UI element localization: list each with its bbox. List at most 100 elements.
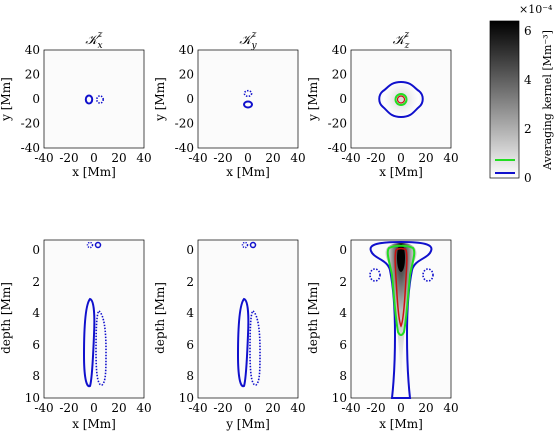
tick-label: 8 [186, 369, 194, 383]
tick-label: 40 [443, 401, 458, 415]
x-ticks: -40 -20 0 20 40 [34, 401, 151, 415]
tick-label: 0 [90, 401, 98, 415]
tick-label: 40 [332, 43, 347, 57]
tick-label: 0 [244, 401, 252, 415]
heat-core [397, 244, 405, 272]
tick-label: -40 [328, 141, 347, 155]
y-ticks: 0 2 4 6 8 10 [179, 243, 195, 405]
tick-label: -20 [21, 117, 40, 131]
x-axis-label: x [Mm] [379, 165, 423, 179]
tick-label: 6 [339, 338, 347, 352]
contour-dotted [243, 89, 253, 98]
contour-solid [249, 241, 257, 249]
contour-green [386, 244, 416, 336]
tick-label: 40 [25, 43, 40, 57]
colorbar-tick: 6 [524, 24, 532, 38]
tick-label: 20 [25, 68, 40, 82]
tick-label: 20 [265, 151, 280, 165]
tick-label: 4 [339, 306, 347, 320]
tick-label: 0 [186, 92, 194, 106]
tick-label: 8 [339, 369, 347, 383]
contour-dotted [96, 95, 105, 104]
tick-label: -20 [59, 401, 78, 415]
colorbar-label: Averaging kernel [Mm⁻³] [541, 30, 554, 171]
contour-solid [236, 297, 250, 388]
tick-label: 4 [32, 306, 40, 320]
contour-blue [378, 80, 424, 119]
tick-label: 6 [186, 338, 194, 352]
contour-dotted [86, 241, 94, 249]
tick-label: 40 [290, 151, 305, 165]
colorbar-tick: 4 [524, 73, 532, 87]
x-ticks: -40 -20 0 20 40 [34, 151, 151, 165]
tick-label: -20 [213, 151, 232, 165]
contour-green [394, 93, 408, 106]
tick-label: 40 [290, 401, 305, 415]
panel-title: 𝒦zz [393, 30, 410, 51]
tick-label: -40 [341, 401, 360, 415]
tick-label: -20 [366, 401, 385, 415]
tick-label: 20 [418, 401, 433, 415]
contour-dotted [249, 310, 261, 386]
panel-title: 𝒦xz [85, 30, 102, 51]
x-ticks: -40 -20 0 20 40 [188, 151, 305, 165]
tick-label: 2 [339, 275, 347, 289]
tick-label: -20 [59, 151, 78, 165]
x-ticks: -40 -20 0 20 40 [341, 401, 458, 415]
x-ticks: -40 -20 0 20 40 [341, 151, 458, 165]
tick-label: 20 [179, 68, 194, 82]
colorbar-exponent: ×10⁻⁴ [519, 3, 553, 16]
y-axis-label: y [Mm] [306, 77, 320, 122]
x-axis-label: x [Mm] [226, 165, 270, 179]
tick-label: -40 [341, 151, 360, 165]
panel-bottom-middle: 0 2 4 6 8 10 -40 -20 0 20 40 y [Mm] dept… [153, 239, 306, 431]
y-ticks: 40 20 0 -20 -40 [175, 43, 194, 155]
contour-solid [94, 241, 102, 249]
y-ticks: 0 2 4 6 8 10 [332, 243, 348, 405]
tick-label: -40 [34, 401, 53, 415]
tick-label: 40 [179, 43, 194, 57]
tick-label: 2 [32, 275, 40, 289]
tick-label: 0 [90, 151, 98, 165]
x-ticks: -40 -20 0 20 40 [188, 401, 305, 415]
tick-label: 20 [111, 151, 126, 165]
colorbar: ×10⁻⁴ 0 2 4 6 Averaging kernel [Mm⁻³] [489, 3, 554, 185]
panel-bottom-left: 0 2 4 6 8 10 -40 -20 0 20 40 x [Mm] dept… [0, 239, 152, 431]
contour-dotted-left [369, 268, 381, 282]
tick-label: -40 [34, 151, 53, 165]
tick-label: -40 [21, 141, 40, 155]
colorbar-tick: 2 [524, 122, 532, 136]
plot-area [43, 49, 145, 149]
tick-label: 4 [186, 306, 194, 320]
x-axis-label: x [Mm] [72, 165, 116, 179]
tick-label: 10 [179, 391, 194, 405]
tick-label: 0 [32, 243, 40, 257]
tick-label: -20 [213, 401, 232, 415]
tick-label: 0 [339, 243, 347, 257]
tick-label: 40 [136, 401, 151, 415]
y-ticks: 0 2 4 6 8 10 [25, 243, 41, 405]
contour-solid [243, 100, 253, 109]
tick-label: 10 [25, 391, 40, 405]
x-axis-label: x [Mm] [72, 417, 116, 431]
contour-red [396, 95, 406, 104]
tick-label: 40 [136, 151, 151, 165]
tick-label: 8 [32, 369, 40, 383]
tick-label: 20 [265, 401, 280, 415]
x-axis-label: x [Mm] [379, 417, 423, 431]
contour-solid [84, 94, 94, 105]
tick-label: 40 [443, 151, 458, 165]
y-axis-label: y [Mm] [153, 77, 167, 122]
tick-label: 20 [111, 401, 126, 415]
tick-label: -20 [366, 151, 385, 165]
y-ticks: 40 20 0 -20 -40 [328, 43, 347, 155]
y-axis-label: depth [Mm] [306, 282, 320, 354]
colorbar-tick: 0 [524, 171, 532, 185]
contour-dotted-right [422, 268, 434, 282]
plot-area [197, 49, 299, 149]
panel-title: 𝒦yz [239, 30, 257, 51]
y-ticks: 40 20 0 -20 -40 [21, 43, 40, 155]
contour-dotted [241, 241, 249, 249]
tick-label: 20 [418, 151, 433, 165]
